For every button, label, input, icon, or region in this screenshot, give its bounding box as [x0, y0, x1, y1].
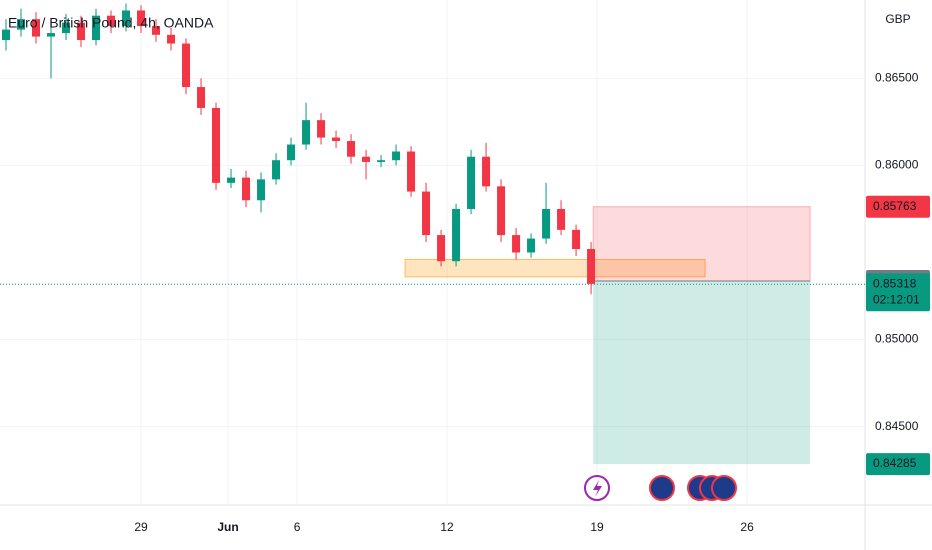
candle-body	[227, 177, 236, 183]
last-price-tag	[866, 273, 930, 312]
chart-title: Euro / British Pound, 4h, OANDA	[8, 15, 214, 31]
x-tick-label: 6	[294, 520, 301, 534]
candle-body	[542, 208, 551, 239]
candle-body	[437, 235, 446, 262]
candle-body	[452, 208, 461, 262]
plot-area	[0, 0, 865, 505]
x-tick-label: 12	[440, 520, 454, 534]
candle-body	[377, 160, 386, 162]
target-tag	[866, 453, 930, 476]
candle-body	[497, 186, 506, 236]
candle-body	[212, 107, 221, 183]
candle-body	[167, 34, 176, 44]
currency-label: GBP	[885, 12, 910, 26]
candle-body	[347, 141, 356, 157]
candle-body	[257, 179, 266, 201]
x-tick-label: 19	[590, 520, 604, 534]
candle-body	[2, 29, 11, 41]
candle-body	[512, 235, 521, 253]
candle-body	[362, 156, 371, 162]
candle-body	[152, 26, 161, 35]
target-tag-label: 0.84285	[873, 456, 917, 470]
candle-body	[77, 22, 86, 41]
candle-body	[137, 10, 146, 27]
candle-body	[527, 238, 536, 253]
candle-body	[197, 87, 206, 108]
candle-body	[302, 120, 311, 145]
x-tick-label: Jun	[217, 520, 238, 534]
candle-body	[467, 156, 476, 209]
stop-tag	[866, 195, 930, 218]
countdown-label: 02:12:01	[873, 292, 920, 306]
event-icons	[584, 475, 737, 501]
candle-body	[92, 15, 101, 41]
y-tick-label: 0.85000	[875, 332, 919, 346]
y-tick-label: 0.86000	[875, 158, 919, 172]
stop-tag-label: 0.85763	[873, 199, 917, 213]
candle-body	[32, 19, 41, 37]
x-tick-label: 29	[134, 520, 148, 534]
event-icon[interactable]	[649, 475, 675, 501]
candle-body	[482, 156, 491, 187]
y-tick-label: 0.84500	[875, 419, 919, 433]
last-price-label: 0.85318	[873, 276, 917, 290]
candle-body	[587, 249, 596, 284]
candle-body	[182, 43, 191, 88]
candle-body	[332, 137, 341, 142]
candle-body	[242, 177, 251, 201]
candle-body	[107, 15, 116, 27]
candle-body	[422, 191, 431, 236]
candle-body	[407, 151, 416, 192]
candle-body	[62, 22, 71, 34]
candle-body	[287, 144, 296, 161]
lightning	[593, 480, 602, 497]
support-zone	[404, 258, 706, 278]
candle-body	[17, 19, 26, 30]
candle-body	[392, 151, 401, 161]
candle-body	[122, 10, 131, 27]
candle-body	[317, 120, 326, 138]
target-zone	[593, 281, 811, 465]
event-icon[interactable]	[711, 475, 737, 501]
stop-zone	[592, 206, 811, 282]
x-tick-label: 26	[740, 520, 754, 534]
candle-body	[557, 208, 566, 230]
candle-body	[47, 33, 56, 37]
y-tick-label: 0.86500	[875, 71, 919, 85]
candle-body	[572, 229, 581, 250]
candle-body	[272, 160, 281, 180]
